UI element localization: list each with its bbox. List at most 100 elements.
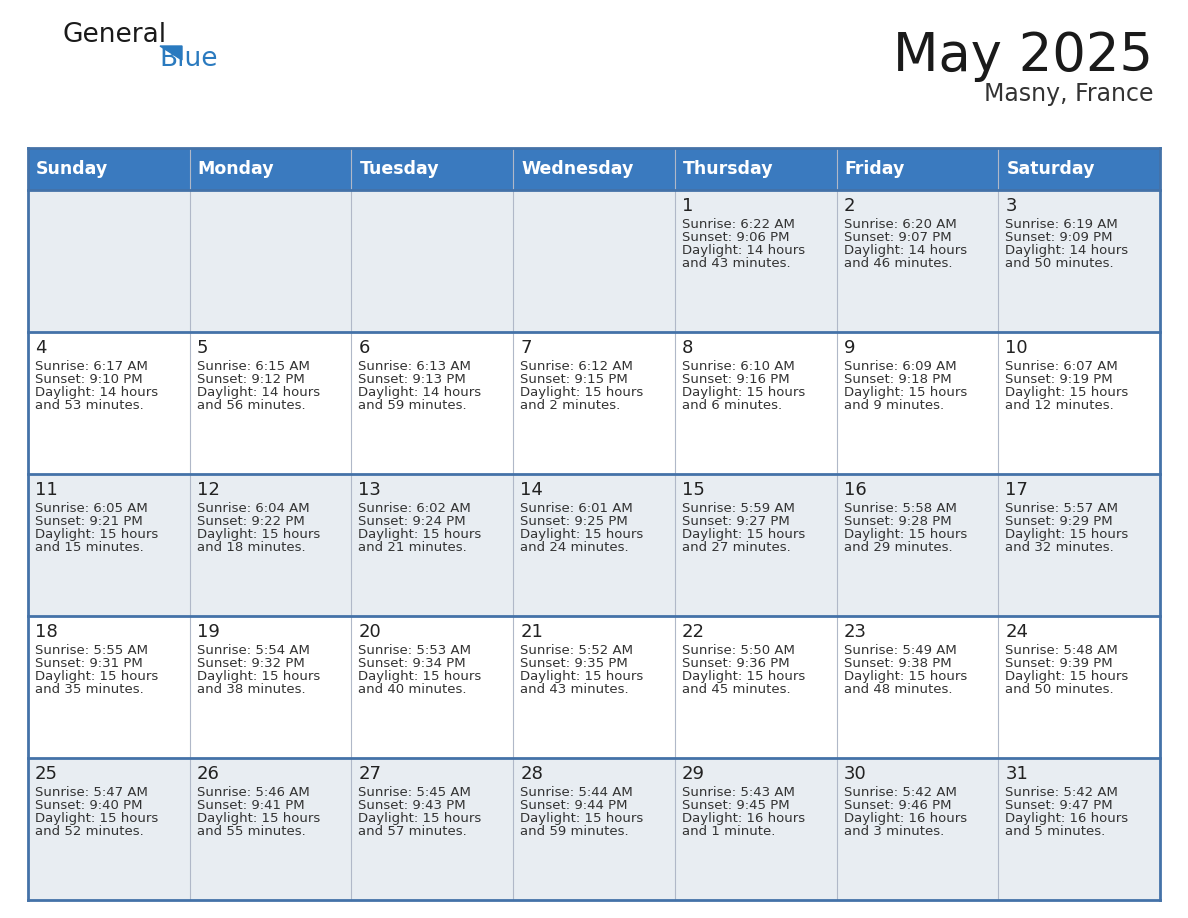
- Text: Sunrise: 6:19 AM: Sunrise: 6:19 AM: [1005, 218, 1118, 230]
- Text: Daylight: 14 hours: Daylight: 14 hours: [359, 386, 481, 399]
- Text: Sunrise: 6:05 AM: Sunrise: 6:05 AM: [34, 502, 147, 515]
- Text: 22: 22: [682, 623, 704, 641]
- Text: Daylight: 15 hours: Daylight: 15 hours: [34, 670, 158, 683]
- Text: and 1 minute.: and 1 minute.: [682, 825, 776, 838]
- Text: Sunset: 9:25 PM: Sunset: 9:25 PM: [520, 515, 628, 528]
- Text: 7: 7: [520, 339, 532, 357]
- Text: 13: 13: [359, 481, 381, 499]
- Text: Sunset: 9:38 PM: Sunset: 9:38 PM: [843, 657, 952, 670]
- Text: Saturday: Saturday: [1006, 160, 1095, 178]
- Text: and 5 minutes.: and 5 minutes.: [1005, 825, 1106, 838]
- Text: Daylight: 15 hours: Daylight: 15 hours: [197, 670, 320, 683]
- Text: and 40 minutes.: and 40 minutes.: [359, 683, 467, 696]
- Text: Daylight: 15 hours: Daylight: 15 hours: [197, 528, 320, 541]
- Text: Sunrise: 5:54 AM: Sunrise: 5:54 AM: [197, 644, 310, 656]
- Text: Daylight: 15 hours: Daylight: 15 hours: [682, 670, 805, 683]
- Text: Sunrise: 5:43 AM: Sunrise: 5:43 AM: [682, 786, 795, 799]
- Text: and 53 minutes.: and 53 minutes.: [34, 399, 144, 412]
- Text: Sunrise: 6:12 AM: Sunrise: 6:12 AM: [520, 360, 633, 373]
- Text: Sunset: 9:40 PM: Sunset: 9:40 PM: [34, 799, 143, 812]
- Text: Daylight: 15 hours: Daylight: 15 hours: [682, 528, 805, 541]
- Text: Sunset: 9:45 PM: Sunset: 9:45 PM: [682, 799, 790, 812]
- Text: 24: 24: [1005, 623, 1029, 641]
- Text: 5: 5: [197, 339, 208, 357]
- Text: and 24 minutes.: and 24 minutes.: [520, 541, 628, 554]
- Text: Daylight: 15 hours: Daylight: 15 hours: [1005, 386, 1129, 399]
- Text: Sunrise: 5:53 AM: Sunrise: 5:53 AM: [359, 644, 472, 656]
- Text: Sunrise: 6:22 AM: Sunrise: 6:22 AM: [682, 218, 795, 230]
- Text: Sunrise: 5:58 AM: Sunrise: 5:58 AM: [843, 502, 956, 515]
- Text: 31: 31: [1005, 765, 1028, 783]
- Text: Blue: Blue: [159, 46, 217, 72]
- Text: Sunrise: 6:09 AM: Sunrise: 6:09 AM: [843, 360, 956, 373]
- Text: and 35 minutes.: and 35 minutes.: [34, 683, 144, 696]
- Text: and 2 minutes.: and 2 minutes.: [520, 399, 620, 412]
- Text: 14: 14: [520, 481, 543, 499]
- Text: and 12 minutes.: and 12 minutes.: [1005, 399, 1114, 412]
- Text: Sunrise: 5:50 AM: Sunrise: 5:50 AM: [682, 644, 795, 656]
- Text: 2: 2: [843, 197, 855, 215]
- Text: Sunday: Sunday: [36, 160, 108, 178]
- Text: Daylight: 15 hours: Daylight: 15 hours: [520, 670, 644, 683]
- Text: Daylight: 14 hours: Daylight: 14 hours: [682, 244, 805, 257]
- Text: Sunset: 9:36 PM: Sunset: 9:36 PM: [682, 657, 790, 670]
- Text: 4: 4: [34, 339, 46, 357]
- Text: Daylight: 16 hours: Daylight: 16 hours: [682, 812, 805, 825]
- Text: and 21 minutes.: and 21 minutes.: [359, 541, 467, 554]
- Text: 16: 16: [843, 481, 866, 499]
- Text: Masny, France: Masny, France: [984, 82, 1154, 106]
- Text: 12: 12: [197, 481, 220, 499]
- Text: and 50 minutes.: and 50 minutes.: [1005, 683, 1114, 696]
- Text: Sunset: 9:44 PM: Sunset: 9:44 PM: [520, 799, 627, 812]
- Text: and 55 minutes.: and 55 minutes.: [197, 825, 305, 838]
- Text: General: General: [62, 22, 166, 48]
- Text: 20: 20: [359, 623, 381, 641]
- Text: and 59 minutes.: and 59 minutes.: [520, 825, 628, 838]
- Text: Sunset: 9:07 PM: Sunset: 9:07 PM: [843, 231, 952, 244]
- Text: Daylight: 15 hours: Daylight: 15 hours: [1005, 528, 1129, 541]
- Text: Wednesday: Wednesday: [522, 160, 633, 178]
- Text: Daylight: 15 hours: Daylight: 15 hours: [359, 670, 481, 683]
- Text: Sunset: 9:28 PM: Sunset: 9:28 PM: [843, 515, 952, 528]
- Text: 15: 15: [682, 481, 704, 499]
- Text: Sunset: 9:12 PM: Sunset: 9:12 PM: [197, 373, 304, 386]
- Text: Sunset: 9:35 PM: Sunset: 9:35 PM: [520, 657, 628, 670]
- Text: and 15 minutes.: and 15 minutes.: [34, 541, 144, 554]
- Text: 17: 17: [1005, 481, 1028, 499]
- Text: 3: 3: [1005, 197, 1017, 215]
- Bar: [29, 148, 1159, 190]
- Text: May 2025: May 2025: [893, 30, 1154, 82]
- Text: Friday: Friday: [845, 160, 905, 178]
- Text: Sunset: 9:22 PM: Sunset: 9:22 PM: [197, 515, 304, 528]
- Text: Sunset: 9:43 PM: Sunset: 9:43 PM: [359, 799, 466, 812]
- Bar: [29, 474, 1159, 616]
- Text: Sunrise: 6:02 AM: Sunrise: 6:02 AM: [359, 502, 472, 515]
- Text: Sunrise: 6:04 AM: Sunrise: 6:04 AM: [197, 502, 309, 515]
- Text: Sunset: 9:15 PM: Sunset: 9:15 PM: [520, 373, 628, 386]
- Polygon shape: [160, 46, 182, 60]
- Text: and 46 minutes.: and 46 minutes.: [843, 257, 952, 270]
- Text: 6: 6: [359, 339, 369, 357]
- Text: and 45 minutes.: and 45 minutes.: [682, 683, 790, 696]
- Text: Daylight: 15 hours: Daylight: 15 hours: [34, 528, 158, 541]
- Text: Sunset: 9:31 PM: Sunset: 9:31 PM: [34, 657, 143, 670]
- Text: 26: 26: [197, 765, 220, 783]
- Text: and 43 minutes.: and 43 minutes.: [520, 683, 628, 696]
- Text: and 27 minutes.: and 27 minutes.: [682, 541, 790, 554]
- Text: Sunset: 9:29 PM: Sunset: 9:29 PM: [1005, 515, 1113, 528]
- Text: and 48 minutes.: and 48 minutes.: [843, 683, 952, 696]
- Text: Daylight: 15 hours: Daylight: 15 hours: [359, 528, 481, 541]
- Text: Sunrise: 6:13 AM: Sunrise: 6:13 AM: [359, 360, 472, 373]
- Text: Monday: Monday: [197, 160, 274, 178]
- Text: Sunrise: 5:48 AM: Sunrise: 5:48 AM: [1005, 644, 1118, 656]
- Text: 25: 25: [34, 765, 58, 783]
- Text: and 59 minutes.: and 59 minutes.: [359, 399, 467, 412]
- Text: and 32 minutes.: and 32 minutes.: [1005, 541, 1114, 554]
- Text: Sunrise: 6:01 AM: Sunrise: 6:01 AM: [520, 502, 633, 515]
- Text: Sunrise: 5:52 AM: Sunrise: 5:52 AM: [520, 644, 633, 656]
- Text: Sunrise: 5:44 AM: Sunrise: 5:44 AM: [520, 786, 633, 799]
- Text: Sunrise: 6:20 AM: Sunrise: 6:20 AM: [843, 218, 956, 230]
- Text: and 38 minutes.: and 38 minutes.: [197, 683, 305, 696]
- Bar: [29, 758, 1159, 900]
- Text: and 6 minutes.: and 6 minutes.: [682, 399, 782, 412]
